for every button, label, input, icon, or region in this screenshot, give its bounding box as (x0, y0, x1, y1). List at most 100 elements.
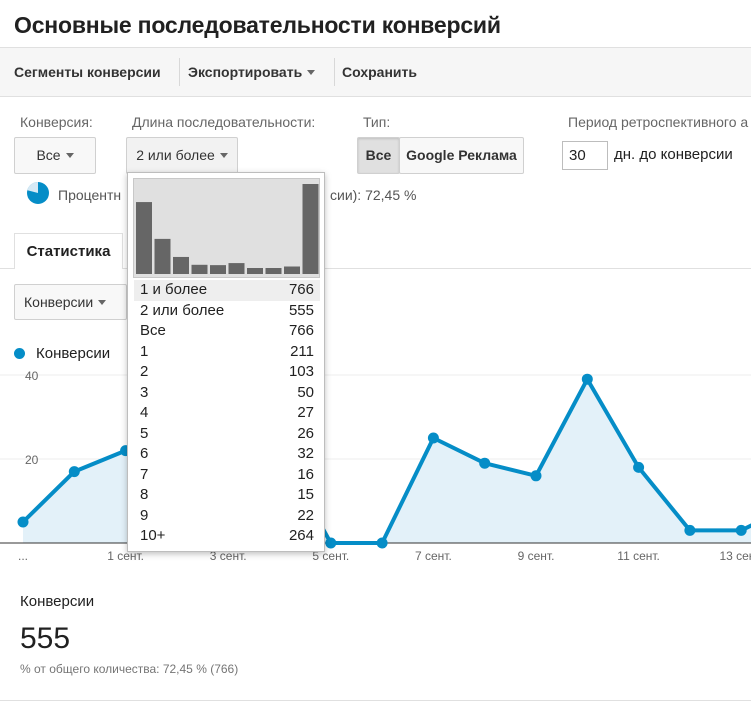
x-tick-label: 7 сент. (415, 549, 452, 563)
x-tick-label: ... (18, 549, 28, 563)
path-length-option[interactable]: 2 или более 555 (134, 301, 320, 322)
option-count: 103 (288, 363, 314, 380)
data-point[interactable] (530, 470, 542, 482)
option-count: 22 (297, 506, 314, 524)
summary-subtext: % от общего количества: 72,45 % (766) (20, 662, 239, 676)
path-length-label: Длина последовательности: (132, 114, 316, 130)
option-label: 1 и более (140, 281, 208, 298)
lookback-suffix: дн. до конверсии (614, 146, 733, 163)
data-point[interactable] (684, 524, 696, 536)
option-count: 766 (288, 281, 314, 298)
x-tick-label: 11 сент. (617, 549, 660, 563)
path-length-select[interactable]: 2 или более (126, 137, 238, 174)
histogram-bar[interactable] (191, 264, 208, 274)
path-length-option[interactable]: 6 32 (134, 444, 320, 465)
data-point[interactable] (479, 457, 491, 469)
option-label: 8 (140, 486, 149, 503)
toolbar-divider (179, 58, 180, 86)
divider (0, 700, 751, 701)
path-length-option[interactable]: 9 22 (134, 506, 320, 527)
option-label: 3 (140, 383, 149, 401)
path-length-option[interactable]: 4 27 (134, 403, 320, 424)
option-count: 766 (288, 322, 314, 339)
export-button[interactable]: Экспортировать (188, 48, 316, 96)
histogram-bar[interactable] (173, 256, 189, 274)
tab-statistics[interactable]: Статистика (14, 233, 123, 269)
option-count: 32 (297, 445, 314, 462)
data-point[interactable] (68, 466, 80, 478)
x-tick-label: 9 сент. (518, 549, 555, 563)
data-point[interactable] (17, 516, 29, 528)
data-point[interactable] (376, 537, 388, 549)
histogram-bar[interactable] (247, 268, 263, 274)
metric-select-value: Конверсии (24, 294, 94, 310)
histogram-bar[interactable] (284, 266, 300, 275)
option-count: 211 (290, 342, 314, 360)
legend-label: Конверсии (36, 345, 111, 362)
option-label: 1 (140, 342, 149, 360)
option-count: 15 (297, 486, 314, 503)
conversion-select[interactable]: Все (14, 137, 96, 174)
histogram-bar[interactable] (228, 263, 245, 274)
path-length-option[interactable]: 10+ 264 (134, 526, 320, 547)
histogram-bar[interactable] (302, 184, 319, 274)
option-count: 264 (288, 527, 314, 544)
histogram-bar[interactable] (136, 202, 152, 274)
lookback-days-input[interactable]: 30 (562, 141, 608, 170)
path-length-option[interactable]: 3 50 (134, 383, 320, 404)
option-count: 50 (297, 383, 314, 401)
lookback-label: Период ретроспективного а (568, 114, 749, 130)
toolbar-divider (334, 58, 335, 86)
summary-value: 555 (20, 622, 71, 655)
type-all-toggle[interactable]: Все (357, 137, 400, 174)
y-tick-label: 20 (25, 453, 39, 467)
conversions-line-chart: 40 20... 1 сент. 3 сент. 5 сент. 7 сент. 9 сен… (0, 369, 751, 563)
type-google-ads-toggle[interactable]: Google Реклама (399, 137, 524, 174)
histogram-bars (136, 184, 319, 275)
percent-text-right: сии): 72,45 % (330, 187, 417, 203)
option-count: 26 (297, 424, 314, 442)
path-length-option[interactable]: 2 103 (134, 362, 320, 383)
path-length-histogram (133, 178, 320, 278)
chevron-down-icon (98, 299, 107, 305)
data-point[interactable] (633, 461, 645, 473)
option-label: Все (140, 322, 166, 339)
conversion-label: Конверсия: (20, 114, 93, 130)
path-length-option[interactable]: 8 15 (134, 485, 320, 506)
percent-text-left: Процентн (58, 187, 122, 203)
data-point[interactable] (581, 373, 593, 385)
toolbar: Сегменты конверсии Экспортировать Сохран… (0, 47, 751, 97)
x-tick-label: 3 сент. (210, 549, 247, 563)
tab-divider (0, 268, 751, 269)
data-point[interactable] (735, 524, 747, 536)
histogram-bar[interactable] (265, 268, 282, 274)
export-label: Экспортировать (188, 64, 303, 80)
option-count: 16 (297, 465, 314, 483)
path-length-dropdown: 1 и более 766 2 или более 555 Все 766 1 211 2 103… (127, 172, 325, 552)
histogram-bar[interactable] (210, 265, 226, 274)
path-length-option[interactable]: 1 и более 766 (134, 280, 320, 301)
option-label: 7 (140, 465, 149, 483)
y-tick-label: 40 (25, 369, 39, 383)
path-length-option[interactable]: 1 211 (134, 342, 320, 363)
option-label: 9 (140, 506, 149, 524)
option-label: 6 (140, 445, 149, 462)
path-length-option[interactable]: 5 26 (134, 424, 320, 445)
page-title: Основные последовательности конверсий (14, 12, 501, 38)
path-length-option[interactable]: Все 766 (134, 321, 320, 342)
summary-label: Конверсии (20, 593, 95, 610)
path-length-option[interactable]: 7 16 (134, 465, 320, 486)
option-label: 5 (140, 424, 149, 442)
chevron-down-icon (219, 152, 228, 158)
histogram-bar[interactable] (154, 238, 171, 274)
conversion-segments-button[interactable]: Сегменты конверсии (14, 64, 161, 80)
option-label: 2 или более (140, 301, 225, 319)
data-point[interactable] (325, 537, 337, 549)
chevron-down-icon (65, 152, 74, 158)
option-count: 555 (288, 301, 314, 319)
legend-dot (14, 348, 25, 359)
conversion-select-value: Все (36, 147, 61, 163)
data-point[interactable] (427, 432, 439, 444)
metric-select[interactable]: Конверсии (14, 284, 127, 320)
save-button[interactable]: Сохранить (342, 64, 417, 80)
